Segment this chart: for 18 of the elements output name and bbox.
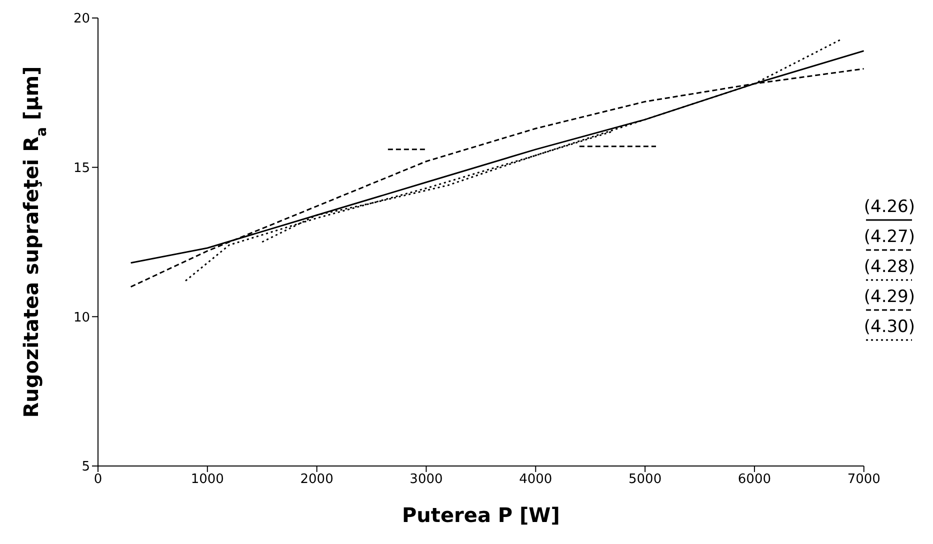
y-tick-label: 15	[73, 160, 90, 176]
legend-label: (4.30)	[864, 317, 915, 337]
y-tick-label: 20	[73, 12, 90, 27]
x-tick-label: 6000	[738, 472, 772, 488]
x-tick-label: 7000	[847, 472, 880, 488]
x-tick-label: 3000	[410, 472, 443, 488]
x-tick-label: 4000	[519, 472, 552, 488]
y-tick-label: 10	[73, 310, 90, 326]
x-tick-label: 1000	[190, 472, 224, 488]
legend-label: (4.29)	[864, 287, 915, 307]
text: (4.26)	[864, 197, 915, 217]
x-tick-label: 0	[94, 472, 102, 488]
x-tick-label: 5000	[628, 472, 662, 488]
legend-label: (4.28)	[864, 257, 915, 277]
text: (4.27)	[864, 227, 915, 247]
x-tick-label: 2000	[300, 472, 334, 488]
y-tick-label: 5	[82, 460, 90, 475]
x-axis-title: Puterea P [W]	[402, 503, 560, 527]
